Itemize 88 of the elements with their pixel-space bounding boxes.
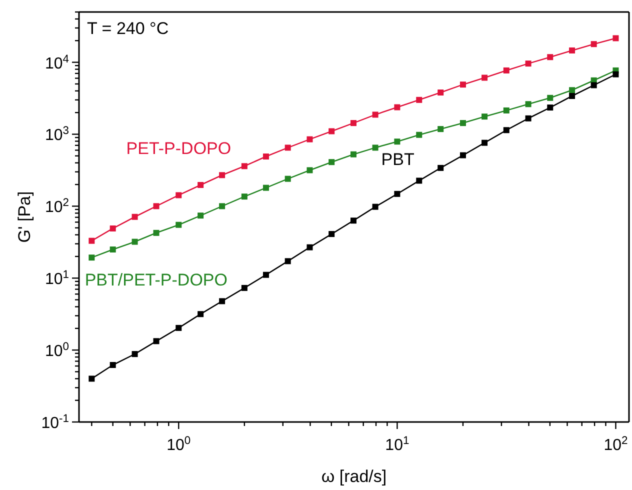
point — [569, 47, 576, 54]
point — [284, 258, 291, 264]
point — [350, 151, 356, 158]
series-label: PBT — [381, 150, 414, 169]
point — [569, 92, 576, 99]
point — [503, 67, 510, 74]
point — [612, 71, 619, 78]
y-axis-title: G' [Pa] — [15, 191, 34, 243]
point — [482, 140, 488, 146]
point — [262, 184, 269, 191]
point — [372, 112, 378, 118]
point — [547, 94, 554, 101]
point — [328, 231, 335, 238]
point — [612, 35, 619, 42]
point — [372, 204, 378, 210]
point — [262, 272, 269, 278]
point — [460, 120, 466, 126]
point — [176, 324, 182, 331]
y-tick-label: 10$^{0}$ — [44, 341, 69, 360]
point — [241, 163, 248, 170]
y-tick-label: 10$^{2}$ — [44, 197, 69, 216]
point — [219, 203, 226, 210]
x-axis-title: ω [rad/s] — [321, 467, 387, 486]
point — [241, 284, 248, 291]
point — [460, 152, 466, 158]
point — [590, 82, 597, 88]
point — [394, 190, 400, 197]
point — [88, 254, 95, 261]
point — [176, 222, 182, 228]
point — [394, 104, 400, 110]
y-tick-label: 10$^{1}$ — [44, 269, 69, 288]
point — [153, 338, 160, 344]
point — [503, 107, 510, 114]
point — [438, 126, 444, 132]
x-tick-label: 10$^{2}$ — [604, 435, 628, 454]
y-tick-label: 10$^{-1}$ — [41, 413, 69, 432]
point — [525, 101, 532, 108]
point — [547, 54, 554, 60]
series-label: PET-P-DOPO — [126, 139, 232, 158]
point — [241, 194, 248, 200]
point — [198, 182, 204, 188]
point — [110, 225, 116, 232]
point — [132, 214, 138, 220]
point — [110, 246, 116, 252]
y-tick-label: 10$^{3}$ — [44, 125, 69, 144]
point — [262, 154, 269, 160]
point — [132, 351, 138, 358]
point — [372, 144, 378, 151]
point — [328, 128, 335, 134]
point — [438, 164, 444, 171]
point — [416, 178, 422, 184]
point — [416, 132, 422, 138]
point — [482, 114, 488, 120]
point — [198, 311, 204, 318]
x-tick-label: 10$^{1}$ — [385, 435, 410, 454]
point — [547, 104, 554, 111]
point — [306, 244, 313, 250]
x-tick-label: 10$^{0}$ — [166, 435, 191, 454]
point — [350, 218, 356, 224]
point — [590, 41, 597, 48]
point — [88, 238, 95, 244]
point — [394, 138, 400, 145]
point — [482, 74, 488, 81]
point — [306, 167, 313, 174]
point — [153, 230, 160, 236]
point — [416, 96, 422, 103]
annotation: T = 240 °C — [87, 19, 169, 38]
point — [460, 82, 466, 88]
point — [438, 90, 444, 96]
point — [88, 376, 95, 382]
point — [153, 203, 160, 210]
point — [219, 172, 226, 178]
point — [350, 120, 356, 126]
point — [198, 212, 204, 219]
point — [219, 298, 226, 304]
point — [525, 60, 532, 67]
point — [525, 115, 532, 122]
series-label: PBT/PET-P-DOPO — [84, 270, 228, 290]
y-tick-label: 10$^{4}$ — [44, 53, 69, 72]
point — [132, 238, 138, 245]
point — [284, 144, 291, 151]
point — [110, 362, 116, 368]
point — [284, 176, 291, 182]
point — [503, 127, 510, 134]
point — [176, 192, 182, 198]
point — [328, 159, 335, 166]
point — [306, 136, 313, 142]
point — [569, 87, 576, 94]
